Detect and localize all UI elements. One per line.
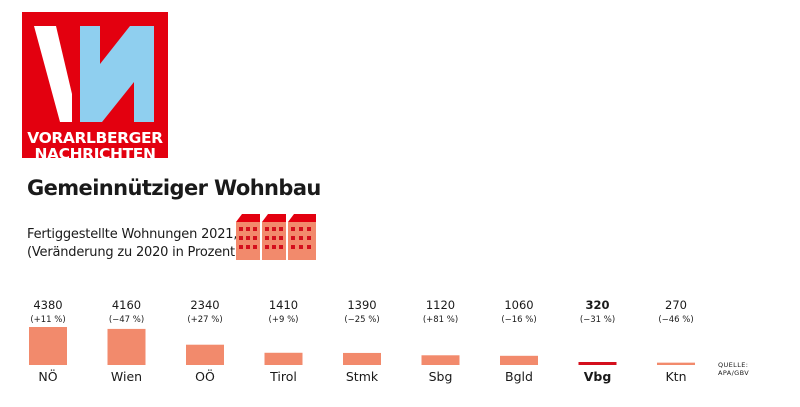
category-label-Wien: Wien	[111, 369, 142, 384]
change-label-NÖ: (+11 %)	[30, 315, 65, 325]
change-label-Sbg: (+81 %)	[423, 315, 458, 325]
bar-Ktn	[657, 362, 695, 365]
bar-Vbg	[578, 362, 617, 365]
source-line-1: QUELLE:	[718, 361, 749, 369]
value-label-Sbg: 1120	[426, 298, 455, 312]
source-note: QUELLE: APA/GBV	[718, 361, 750, 377]
category-label-Bgld: Bgld	[505, 369, 533, 384]
category-label-Tirol: Tirol	[269, 369, 297, 384]
change-label-Bgld: (−16 %)	[501, 315, 536, 325]
change-label-Ktn: (−46 %)	[658, 315, 693, 325]
value-label-Ktn: 270	[665, 298, 687, 312]
category-label-OÖ: OÖ	[195, 368, 215, 384]
category-label-Vbg: Vbg	[584, 369, 612, 384]
change-label-Vbg: (−31 %)	[580, 315, 615, 325]
category-label-Ktn: Ktn	[665, 369, 686, 384]
value-label-NÖ: 4380	[33, 298, 62, 312]
bar-Tirol	[264, 352, 303, 365]
category-label-NÖ: NÖ	[38, 368, 57, 384]
value-label-Tirol: 1410	[269, 298, 298, 312]
change-label-Tirol: (+9 %)	[269, 315, 299, 325]
category-label-Stmk: Stmk	[346, 369, 379, 384]
apartment-building-icon	[236, 214, 316, 260]
vn-logo: VORARLBERGER NACHRICHTEN	[22, 12, 168, 162]
vn-logo-mark	[22, 12, 168, 158]
logo-line-2: NACHRICHTEN	[34, 145, 156, 163]
bar-Wien	[107, 328, 146, 365]
bar-Bgld	[500, 355, 538, 365]
source-line-2: APA/GBV	[718, 368, 750, 377]
change-label-Stmk: (−25 %)	[344, 315, 379, 325]
value-label-Vbg: 320	[585, 298, 609, 312]
chart-subtitle-line-2: (Veränderung zu 2020 in Prozent)	[27, 245, 240, 260]
bar-OÖ	[186, 344, 224, 365]
bar-Stmk	[343, 352, 381, 365]
value-label-Stmk: 1390	[347, 298, 376, 312]
bar-Sbg	[421, 355, 460, 365]
category-label-Sbg: Sbg	[429, 369, 453, 384]
change-label-OÖ: (+27 %)	[187, 315, 222, 325]
logo-line-1: VORARLBERGER	[27, 129, 163, 147]
change-label-Wien: (−47 %)	[109, 315, 144, 325]
chart-subtitle-line-1: Fertiggestellte Wohnungen 2021,	[27, 227, 238, 242]
value-label-Bgld: 1060	[504, 298, 533, 312]
bar-chart: 4380 (+11 %) NÖ 4160 (−47 %) Wien 2340 (+27 %) O…	[29, 298, 695, 384]
bar-NÖ	[29, 327, 67, 365]
value-label-OÖ: 2340	[190, 298, 219, 312]
chart-title: Gemeinnütziger Wohnbau	[27, 176, 321, 200]
value-label-Wien: 4160	[112, 298, 141, 312]
